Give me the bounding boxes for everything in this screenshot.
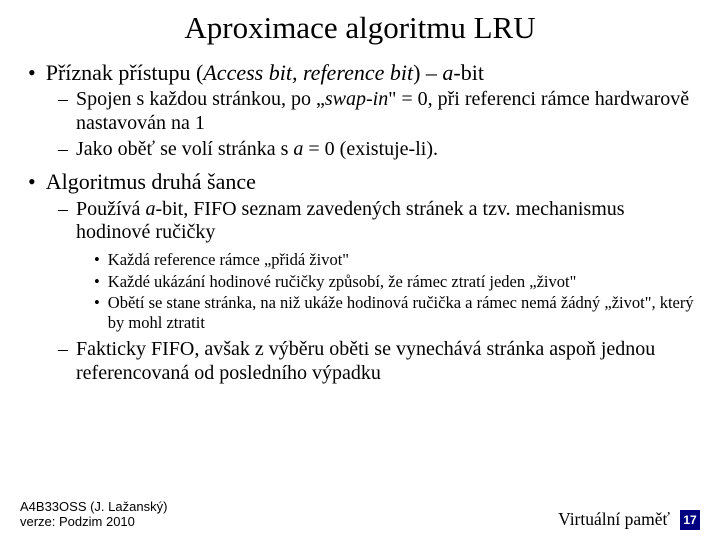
- bullet-text: Obětí se stane stránka, na niž ukáže hod…: [108, 293, 700, 333]
- bullet-item: • Příznak přístupu (Access bit, referenc…: [28, 60, 700, 86]
- bullet-item: • Každá reference rámce „přidá život": [94, 250, 700, 270]
- bullet-text: Jako oběť se volí stránka s a = 0 (exist…: [76, 138, 438, 162]
- bullet-dot-icon: •: [28, 169, 36, 195]
- bullet-text: Fakticky FIFO, avšak z výběru oběti se v…: [76, 338, 700, 385]
- bullet-text: Používá a-bit, FIFO seznam zavedených st…: [76, 198, 700, 245]
- slide-title: Aproximace algoritmu LRU: [20, 10, 700, 46]
- page-number-badge: 17: [680, 510, 700, 530]
- bullet-item: – Fakticky FIFO, avšak z výběru oběti se…: [58, 338, 700, 385]
- bullet-dot-icon: •: [94, 250, 100, 270]
- bullet-text: Každé ukázání hodinové ručičky způsobí, …: [108, 272, 577, 292]
- bullet-item: – Spojen s každou stránkou, po „swap-in"…: [58, 88, 700, 135]
- footer-topic: Virtuální paměť: [558, 509, 670, 530]
- bullet-item: – Používá a-bit, FIFO seznam zavedených …: [58, 198, 700, 245]
- bullet-text: Každá reference rámce „přidá život": [108, 250, 349, 270]
- bullet-dash-icon: –: [58, 198, 68, 245]
- bullet-text: Algoritmus druhá šance: [46, 169, 256, 195]
- bullet-dash-icon: –: [58, 338, 68, 385]
- slide-footer: A4B33OSS (J. Lažanský) verze: Podzim 201…: [20, 499, 700, 530]
- footer-right: Virtuální paměť 17: [558, 509, 700, 530]
- bullet-text: Příznak přístupu (Access bit, reference …: [46, 60, 484, 86]
- bullet-dot-icon: •: [28, 60, 36, 86]
- bullet-item: • Obětí se stane stránka, na niž ukáže h…: [94, 293, 700, 333]
- bullet-dash-icon: –: [58, 88, 68, 135]
- bullet-item: – Jako oběť se volí stránka s a = 0 (exi…: [58, 138, 700, 162]
- bullet-dash-icon: –: [58, 138, 68, 162]
- bullet-item: • Každé ukázání hodinové ručičky způsobí…: [94, 272, 700, 292]
- bullet-dot-icon: •: [94, 272, 100, 292]
- bullet-text: Spojen s každou stránkou, po „swap-in" =…: [76, 88, 700, 135]
- footer-left: A4B33OSS (J. Lažanský) verze: Podzim 201…: [20, 499, 167, 530]
- bullet-dot-icon: •: [94, 293, 100, 333]
- bullet-item: • Algoritmus druhá šance: [28, 169, 700, 195]
